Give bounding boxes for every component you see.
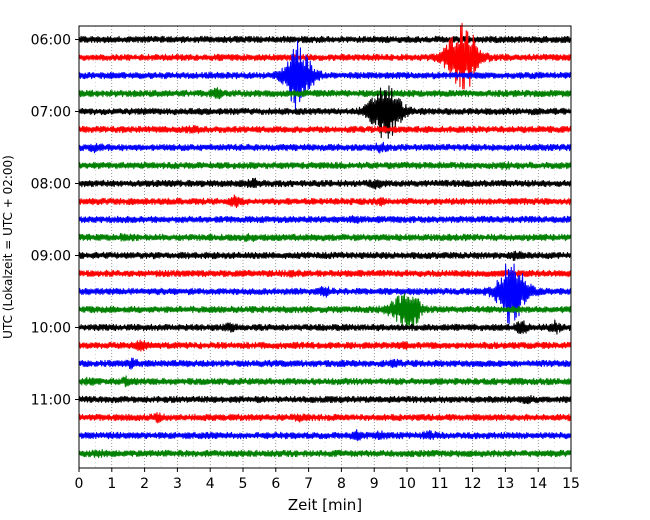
trace-0945 bbox=[78, 293, 572, 328]
trace-1145 bbox=[78, 449, 572, 459]
x-tick-label: 13 bbox=[496, 476, 514, 492]
trace-0800 bbox=[78, 177, 572, 190]
x-tick-label: 1 bbox=[107, 476, 116, 492]
y-tick-label: 06:00 bbox=[31, 33, 71, 49]
y-tick-label: 10:00 bbox=[31, 321, 71, 337]
trace-0745 bbox=[78, 161, 572, 171]
trace-0615 bbox=[78, 22, 572, 90]
vertical-grid bbox=[95, 26, 555, 468]
x-tick-label: 2 bbox=[140, 476, 149, 492]
trace-0930 bbox=[78, 263, 572, 325]
trace-1045 bbox=[78, 375, 572, 388]
x-tick-label: 12 bbox=[464, 476, 482, 492]
x-tick-label: 7 bbox=[304, 476, 313, 492]
x-tick-label: 3 bbox=[173, 476, 182, 492]
trace-0900 bbox=[78, 250, 572, 262]
trace-0600 bbox=[78, 35, 572, 44]
trace-0915 bbox=[78, 269, 572, 278]
trace-1130 bbox=[78, 429, 572, 442]
y-tick-label: 08:00 bbox=[31, 177, 71, 193]
y-tick-label: 09:00 bbox=[31, 249, 71, 265]
plot-frame bbox=[78, 25, 572, 469]
y-tick-label: 07:00 bbox=[31, 105, 71, 121]
x-tick-label: 15 bbox=[562, 476, 580, 492]
x-tick-label: 5 bbox=[239, 476, 248, 492]
trace-0845 bbox=[78, 233, 572, 243]
y-tick-label: 11:00 bbox=[31, 393, 71, 409]
trace-1015 bbox=[78, 339, 572, 352]
trace-0830 bbox=[78, 215, 572, 224]
trace-0630 bbox=[78, 40, 572, 111]
x-tick-label: 4 bbox=[206, 476, 215, 492]
x-axis-title: Zeit [min] bbox=[288, 496, 362, 514]
trace-0730 bbox=[78, 141, 572, 154]
trace-0700 bbox=[78, 85, 572, 139]
trace-0815 bbox=[78, 194, 572, 209]
x-tick-label: 6 bbox=[271, 476, 280, 492]
trace-1030 bbox=[78, 357, 572, 370]
trace-group bbox=[78, 22, 572, 459]
x-axis: 0 1 2 3 4 5 6 7 8 9 10 11 12 13 14 15 bbox=[75, 468, 580, 492]
x-tick-label: 8 bbox=[337, 476, 346, 492]
trace-0645 bbox=[78, 87, 572, 100]
x-tick-label: 11 bbox=[431, 476, 449, 492]
y-axis-title: UTC (Lokalzeit = UTC + 02:00) bbox=[1, 155, 15, 339]
y-axis: 06:00 07:00 08:00 09:00 10:00 11:00 bbox=[31, 33, 79, 409]
trace-1100 bbox=[78, 394, 572, 405]
x-tick-label: 9 bbox=[370, 476, 379, 492]
trace-1115 bbox=[78, 411, 572, 424]
x-tick-label: 14 bbox=[529, 476, 547, 492]
x-tick-label: 10 bbox=[398, 476, 416, 492]
x-tick-label: 0 bbox=[75, 476, 84, 492]
trace-1000 bbox=[78, 319, 572, 335]
trace-0715 bbox=[78, 124, 572, 134]
